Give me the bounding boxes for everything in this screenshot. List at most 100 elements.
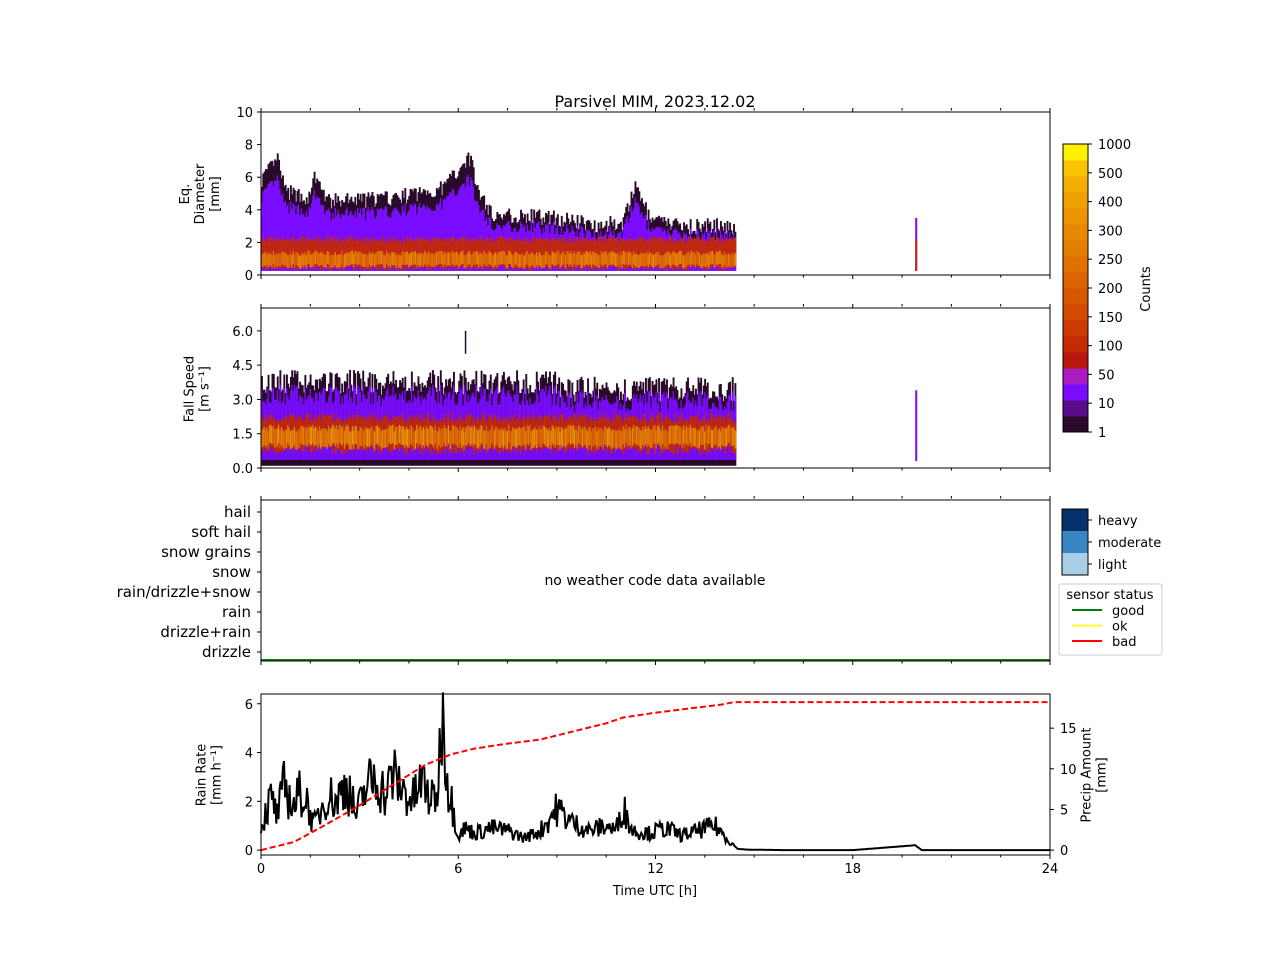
diameter-cell	[680, 229, 683, 238]
y-tick-label: 8	[245, 139, 253, 154]
fallspeed-cell	[495, 427, 497, 446]
diameter-cell	[522, 255, 525, 269]
fallspeed-cell	[299, 429, 302, 448]
diameter-cell	[669, 236, 672, 265]
diameter-cell	[580, 215, 583, 227]
diameter-cell	[383, 254, 386, 268]
diameter-cell	[450, 253, 453, 267]
diameter-cell	[500, 217, 503, 228]
diameter-cell	[662, 238, 664, 268]
diameter-cell	[301, 236, 304, 265]
fallspeed-cell	[658, 424, 661, 444]
diameter-cell	[617, 252, 620, 266]
diameter-cell	[442, 254, 445, 268]
fallspeed-cell	[289, 430, 292, 450]
fallspeed-cell	[723, 427, 726, 446]
diameter-cell	[363, 193, 366, 209]
diameter-cell	[307, 251, 309, 265]
diameter-cell	[576, 252, 579, 266]
fallspeed-cell	[337, 429, 340, 448]
intensity-label-heavy: heavy	[1098, 514, 1138, 529]
fallspeed-cell	[320, 430, 323, 449]
diameter-cell	[429, 253, 432, 267]
diameter-cell	[502, 214, 505, 226]
diameter-cell	[576, 215, 579, 226]
diameter-cell	[285, 190, 288, 207]
fallspeed-cell	[525, 431, 528, 450]
diameter-cell	[370, 253, 373, 267]
fallspeed-cell	[437, 431, 440, 450]
fallspeed-cell	[472, 428, 475, 447]
fallspeed-cell	[414, 430, 417, 449]
diameter-cell	[552, 252, 555, 266]
diameter-cell	[468, 166, 471, 186]
diameter-cell	[660, 238, 663, 267]
diameter-cell	[358, 251, 361, 265]
fallspeed-cell	[641, 431, 643, 450]
diameter-cell	[616, 228, 618, 238]
diameter-cell	[358, 199, 361, 214]
fallspeed-cell	[370, 427, 373, 446]
diameter-cell	[416, 254, 419, 268]
diameter-cell	[493, 221, 496, 231]
diameter-cell	[481, 196, 484, 211]
status-legend-title: sensor status	[1066, 588, 1153, 603]
fallspeed-cell	[675, 425, 678, 444]
diameter-cell	[605, 220, 608, 231]
diameter-cell	[501, 219, 504, 230]
diameter-cell	[310, 239, 313, 269]
diameter-cell	[613, 219, 616, 230]
fallspeed-cell	[622, 426, 625, 445]
fallspeed-cell	[462, 427, 465, 446]
diameter-cell	[467, 252, 470, 266]
fallspeed-cell	[505, 431, 508, 450]
diameter-cell	[300, 193, 303, 209]
diameter-cell	[534, 217, 537, 229]
diameter-cell	[316, 178, 319, 196]
diameter-cell	[573, 223, 576, 233]
fallspeed-cell	[430, 425, 433, 445]
diameter-cell	[276, 153, 279, 176]
diameter-cell	[271, 254, 274, 268]
diameter-cell	[524, 255, 526, 269]
diameter-cell	[608, 253, 611, 267]
diameter-cell	[355, 204, 358, 218]
diameter-cell	[268, 182, 271, 271]
fallspeed-cell	[349, 431, 352, 450]
fallspeed-cell	[347, 426, 350, 445]
diameter-cell	[443, 251, 446, 265]
diameter-cell	[668, 252, 671, 266]
diameter-cell	[655, 217, 658, 228]
y-axis-label: [m s⁻¹]	[198, 366, 213, 412]
fallspeed-cell	[694, 428, 697, 447]
diameter-cell	[630, 191, 633, 207]
diameter-cell	[397, 211, 400, 271]
diameter-cell	[293, 255, 296, 269]
diameter-cell	[441, 195, 444, 210]
diameter-cell	[676, 253, 679, 267]
diameter-cell	[447, 178, 450, 196]
diameter-cell	[577, 229, 580, 238]
diameter-cell	[443, 181, 446, 199]
fallspeed-cell	[668, 425, 671, 445]
fallspeed-cell	[376, 425, 379, 444]
diameter-cell	[401, 205, 404, 271]
diameter-cell	[472, 251, 475, 265]
diameter-cell	[262, 173, 265, 192]
diameter-cell	[560, 238, 563, 267]
diameter-cell	[308, 250, 311, 264]
fallspeed-cell	[602, 431, 605, 450]
diameter-cell	[404, 188, 407, 204]
diameter-cell	[506, 211, 509, 223]
diameter-cell	[517, 253, 520, 267]
x-tick-label: 0	[257, 862, 265, 877]
diameter-cell	[612, 226, 615, 236]
diameter-cell	[556, 214, 559, 226]
diameter-cell	[591, 229, 593, 238]
diameter-cell	[460, 185, 463, 271]
fallspeed-cell	[291, 430, 294, 449]
fallspeed-cell	[434, 425, 437, 444]
diameter-cell	[450, 238, 453, 268]
fallspeed-cell	[393, 431, 396, 450]
